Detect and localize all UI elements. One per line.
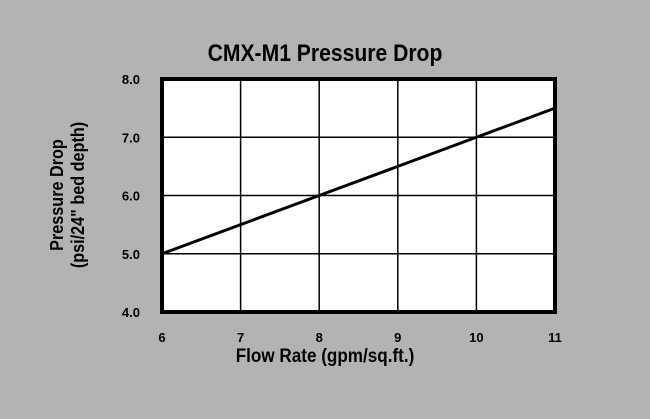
plot-frame	[160, 77, 557, 314]
chart-title: CMX-M1 Pressure Drop	[207, 40, 443, 67]
x-tick-label: 11	[548, 330, 562, 345]
x-tick-label: 7	[237, 330, 244, 345]
y-tick-label: 5.0	[122, 247, 140, 262]
y-tick-label: 4.0	[122, 305, 140, 320]
data-line	[161, 106, 556, 256]
x-tick-label: 8	[316, 330, 323, 345]
y-tick-label: 8.0	[122, 72, 140, 87]
y-axis-label-line1: Pressure Drop	[47, 139, 67, 251]
y-tick-label: 7.0	[122, 130, 140, 145]
x-tick-label: 6	[158, 330, 165, 345]
x-tick-label: 10	[469, 330, 483, 345]
y-axis-label-line2: (psi/24" bed depth)	[68, 121, 88, 269]
x-tick-label: 9	[394, 330, 401, 345]
y-tick-label: 6.0	[122, 189, 140, 204]
x-axis-label: Flow Rate (gpm/sq.ft.)	[235, 346, 415, 367]
